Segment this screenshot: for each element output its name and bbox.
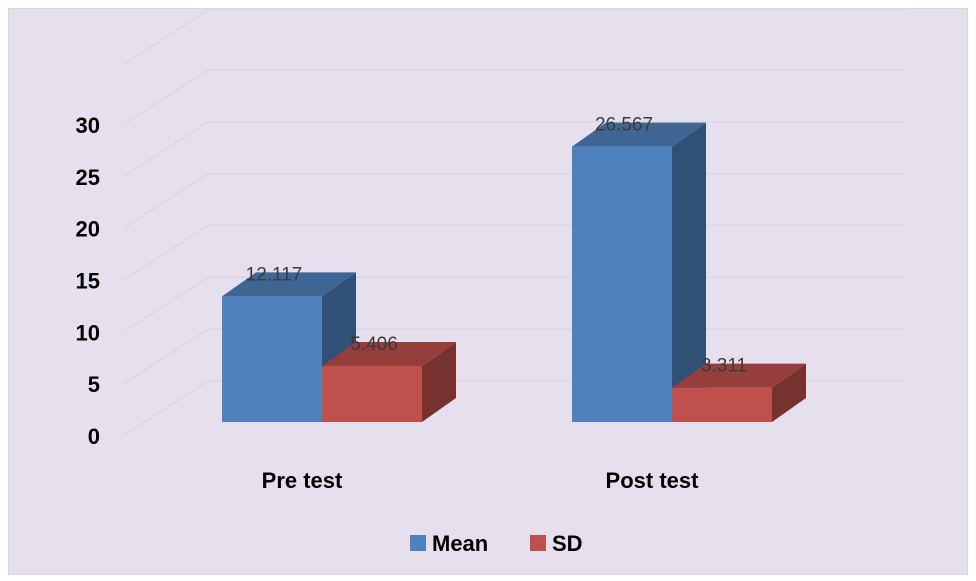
bar-side-sd-0 bbox=[422, 341, 456, 422]
legend-swatch-sd bbox=[530, 535, 546, 551]
bar-sd-1 bbox=[672, 387, 772, 422]
chart-area bbox=[8, 8, 968, 575]
grid-diagonal bbox=[122, 224, 209, 282]
grid-diagonal bbox=[122, 121, 209, 178]
legend-swatch-mean bbox=[410, 535, 426, 551]
legend-label-sd: SD bbox=[552, 531, 583, 556]
y-tick-label: 20 bbox=[76, 217, 100, 242]
grid-diagonal bbox=[122, 380, 209, 437]
grid-diagonal bbox=[122, 173, 209, 230]
y-tick-label: 10 bbox=[76, 320, 100, 345]
bar-top-mean-0 bbox=[222, 272, 356, 297]
y-tick-label: 30 bbox=[76, 113, 100, 138]
bar-top-mean-1 bbox=[572, 122, 706, 147]
data-label-sd-1: 3.311 bbox=[701, 356, 747, 377]
x-category-label: Pre test bbox=[262, 468, 343, 493]
bar-top-sd-1 bbox=[672, 363, 806, 388]
legend-label-mean: Mean bbox=[432, 531, 488, 556]
bar-side-sd-1 bbox=[772, 363, 806, 422]
data-label-mean-0: 12.117 bbox=[246, 264, 303, 285]
bar-sd-0 bbox=[322, 365, 422, 422]
grid-diagonal bbox=[122, 276, 209, 333]
data-label-mean-1: 26.567 bbox=[595, 115, 653, 136]
y-tick-label: 25 bbox=[76, 165, 100, 190]
bar-side-mean-1 bbox=[672, 122, 706, 422]
bar-mean-1 bbox=[572, 146, 672, 423]
bar-mean-0 bbox=[222, 296, 322, 422]
grid-diagonal bbox=[122, 328, 209, 385]
y-tick-label: 5 bbox=[88, 372, 100, 397]
bar-top-sd-0 bbox=[322, 341, 456, 366]
grid-diagonal bbox=[122, 9, 209, 66]
x-category-label: Post test bbox=[606, 468, 700, 493]
data-label-sd-0: 5.406 bbox=[350, 334, 398, 355]
y-tick-label: 15 bbox=[76, 269, 100, 294]
grid-diagonal bbox=[122, 69, 209, 126]
y-tick-label: 0 bbox=[88, 424, 100, 449]
